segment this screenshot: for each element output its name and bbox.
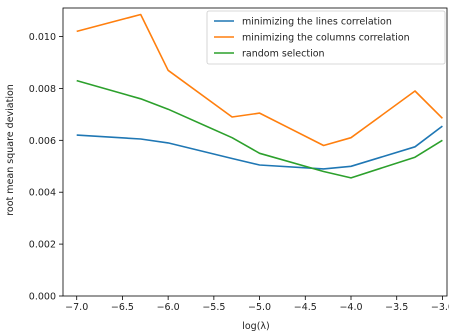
x-tick-label: −3.5 <box>385 302 408 313</box>
series-line-3 <box>76 79 443 179</box>
x-tick-label: −5.0 <box>248 302 271 313</box>
y-tick-label: 0.002 <box>29 240 56 251</box>
plot-frame <box>62 7 448 297</box>
legend-label-3: random selection <box>242 49 325 60</box>
y-tick-label: 0.006 <box>29 136 56 147</box>
series-line-2 <box>76 13 443 147</box>
y-tick-label: 0.010 <box>29 32 56 43</box>
legend: minimizing the lines correlation minimizi… <box>206 10 446 65</box>
series-line-1 <box>76 125 443 170</box>
y-tick-label: 0.004 <box>29 188 56 199</box>
x-tick-label: −6.0 <box>157 302 180 313</box>
plot-area: −7.0 −6.5 −6.0 −5.5 −5.0 −4.5 −4.0 −3.5 −3.0 0.00… <box>29 7 449 313</box>
legend-label-1: minimizing the lines correlation <box>242 17 392 28</box>
legend-label-2: minimizing the columns correlation <box>242 33 410 44</box>
y-axis-label: root mean square deviation <box>5 84 16 216</box>
x-axis-label: log(λ) <box>242 321 270 332</box>
x-tick-label: −5.5 <box>202 302 225 313</box>
y-tick-label: 0.008 <box>29 84 56 95</box>
x-tick-label: −6.5 <box>111 302 134 313</box>
x-tick-label: −4.0 <box>339 302 362 313</box>
y-tick-label: 0.000 <box>29 292 56 303</box>
x-tick-label: −7.0 <box>65 302 88 313</box>
x-tick-label: −3.0 <box>431 302 449 313</box>
x-tick-label: −4.5 <box>294 302 317 313</box>
legend-frame <box>206 10 446 65</box>
